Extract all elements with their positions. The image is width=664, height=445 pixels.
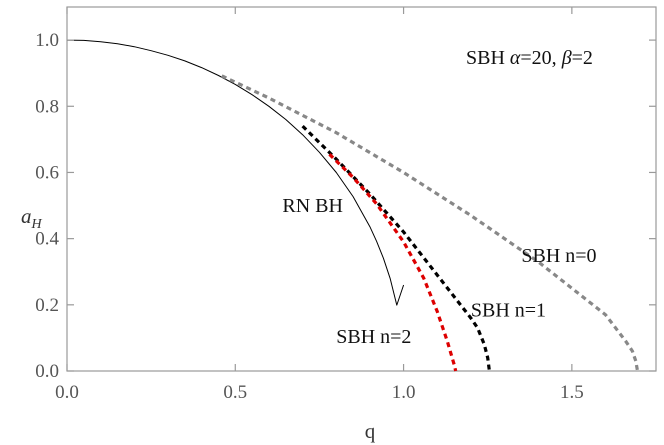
x-tick-label: 0.0 [55,382,79,403]
x-axis-ticks: 0.0 0.5 1.0 1.5 [55,7,584,403]
plot-border [66,6,657,372]
x-tick-label: 1.0 [392,382,416,403]
y-tick-label: 1.0 [35,30,59,51]
y-tick-label: 0.8 [35,96,59,117]
title-beta-value: =2 [572,47,593,69]
plot-frame [66,6,657,372]
chart-title: SBH α=20, β=2 [466,47,593,69]
series-line-sbh-n-1 [301,124,491,372]
y-tick-label: 0.2 [35,295,59,316]
series-line-sbh-n-2 [328,153,458,372]
x-tick-label: 1.5 [560,382,584,403]
y-tick-label: 0.6 [35,162,59,183]
title-beta-symbol: β [561,47,572,69]
title-alpha-symbol: α [510,47,521,69]
title-alpha-value: =20, [520,47,561,69]
y-axis-ticks: 0.0 0.2 0.4 0.6 0.8 1.0 [35,30,656,382]
title-prefix: SBH [466,47,510,69]
annotation-rn-bh: RN BH [282,195,343,217]
x-axis-title: q [365,419,376,443]
y-tick-label: 0.4 [35,229,59,250]
annotation-sbh-n-0: SBH n=0 [521,245,596,267]
annotation-sbh-n-1: SBH n=1 [471,299,546,321]
series-line-sbh-n-0 [221,74,640,372]
series-layer [66,39,640,372]
series-line-rn-bh [66,39,405,306]
annotation-sbh-n-2: SBH n=2 [336,326,411,348]
annotation-layer: RN BH SBH n=0 SBH n=1 SBH n=2 [282,195,596,348]
y-axis-title-main: a [21,204,32,228]
y-axis-title: aH [21,204,43,232]
x-tick-label: 0.5 [223,382,247,403]
y-axis-title-subscript: H [31,217,43,232]
y-tick-label: 0.0 [35,361,59,382]
